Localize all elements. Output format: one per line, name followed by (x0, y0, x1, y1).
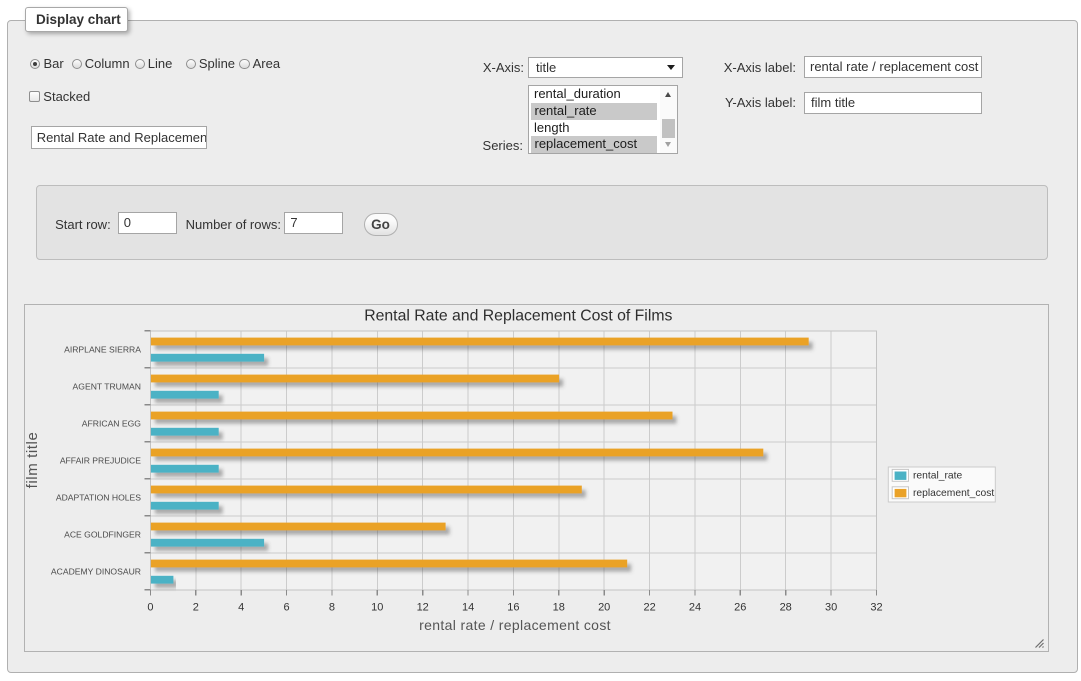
svg-text:22: 22 (643, 601, 655, 613)
svg-text:28: 28 (780, 601, 792, 613)
svg-text:16: 16 (507, 601, 519, 613)
svg-text:rental_rate: rental_rate (913, 471, 963, 482)
svg-text:replacement_cost: replacement_cost (913, 488, 994, 499)
svg-text:rental rate / replacement cost: rental rate / replacement cost (419, 617, 611, 633)
svg-text:Rental Rate and Replacement Co: Rental Rate and Replacement Cost of Film… (364, 308, 672, 325)
svg-text:0: 0 (147, 601, 153, 613)
svg-text:AIRPLANE SIERRA: AIRPLANE SIERRA (64, 345, 141, 355)
svg-text:ADAPTATION HOLES: ADAPTATION HOLES (56, 493, 141, 503)
svg-text:film title: film title (24, 432, 41, 489)
svg-text:12: 12 (417, 601, 429, 613)
svg-text:18: 18 (553, 601, 565, 613)
svg-text:6: 6 (283, 601, 289, 613)
svg-text:ACADEMY DINOSAUR: ACADEMY DINOSAUR (51, 567, 141, 577)
svg-text:20: 20 (598, 601, 610, 613)
svg-text:24: 24 (689, 601, 701, 613)
svg-text:AGENT TRUMAN: AGENT TRUMAN (73, 382, 141, 392)
svg-text:14: 14 (462, 601, 474, 613)
svg-text:10: 10 (371, 601, 383, 613)
svg-text:30: 30 (825, 601, 837, 613)
svg-text:8: 8 (329, 601, 335, 613)
svg-text:2: 2 (193, 601, 199, 613)
svg-text:AFFAIR PREJUDICE: AFFAIR PREJUDICE (60, 456, 141, 466)
svg-text:26: 26 (734, 601, 746, 613)
svg-text:AFRICAN EGG: AFRICAN EGG (82, 419, 142, 429)
svg-text:4: 4 (238, 601, 244, 613)
svg-text:ACE GOLDFINGER: ACE GOLDFINGER (64, 530, 141, 540)
svg-text:32: 32 (870, 601, 882, 613)
